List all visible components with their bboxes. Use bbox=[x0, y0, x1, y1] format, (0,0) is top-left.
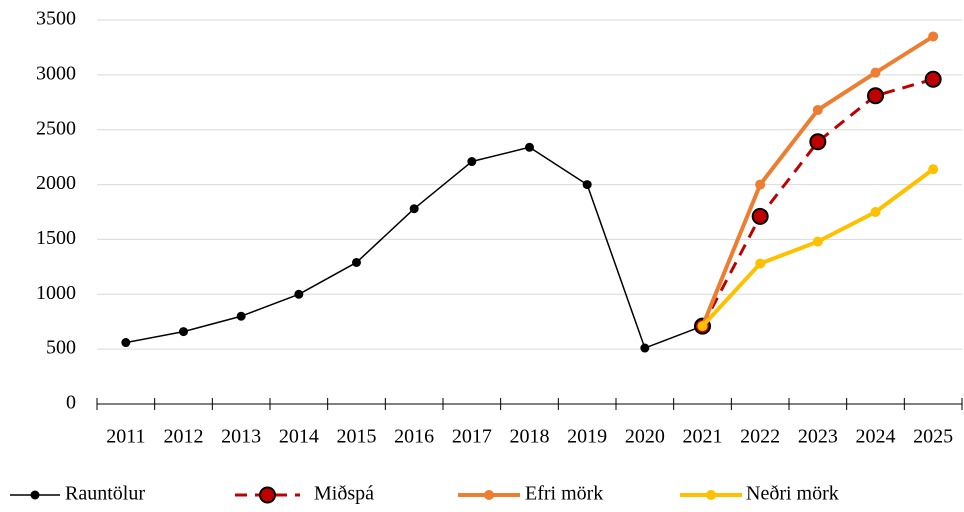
x-tick-label: 2013 bbox=[221, 426, 261, 448]
series-line bbox=[701, 167, 935, 328]
x-tick-label: 2014 bbox=[279, 426, 319, 448]
marker bbox=[697, 321, 708, 332]
x-tick-label: 2015 bbox=[337, 426, 377, 448]
x-tick-label: 2011 bbox=[106, 426, 145, 448]
x-tick-label: 2012 bbox=[164, 426, 204, 448]
y-tick-label: 3000 bbox=[36, 62, 76, 84]
marker bbox=[121, 338, 131, 348]
y-tick-label: 1000 bbox=[36, 282, 76, 304]
marker bbox=[525, 142, 534, 152]
y-tick-label: 1500 bbox=[36, 227, 76, 249]
x-tick-label: 2022 bbox=[740, 426, 780, 448]
x-tick-label: 2017 bbox=[452, 426, 492, 448]
legend-marker bbox=[30, 490, 40, 500]
legend-marker bbox=[259, 486, 276, 504]
legend-marker bbox=[706, 490, 716, 500]
x-tick-label: 2023 bbox=[798, 426, 838, 448]
marker bbox=[928, 31, 939, 42]
marker bbox=[751, 207, 769, 225]
y-tick-label: 500 bbox=[46, 337, 76, 359]
x-tick-label: 2020 bbox=[625, 426, 665, 448]
y-tick-label: 3500 bbox=[36, 8, 76, 30]
marker bbox=[294, 289, 304, 299]
x-tick-label: 2024 bbox=[856, 426, 896, 448]
x-tick-label: 2016 bbox=[394, 426, 434, 448]
x-tick-label: 2019 bbox=[567, 426, 607, 448]
legend-label: Neðri mörk bbox=[746, 483, 839, 505]
legend-label: Efri mörk bbox=[525, 483, 603, 505]
x-tick-label: 2025 bbox=[913, 426, 953, 448]
x-tick-label: 2021 bbox=[683, 426, 723, 448]
marker bbox=[867, 87, 884, 105]
legend-label: Miðspá bbox=[314, 483, 374, 505]
marker bbox=[870, 207, 881, 217]
marker bbox=[467, 157, 477, 167]
marker bbox=[179, 327, 188, 337]
y-tick-label: 0 bbox=[66, 392, 76, 414]
series-line bbox=[700, 34, 935, 327]
marker bbox=[928, 164, 939, 175]
series-line bbox=[125, 146, 703, 349]
marker bbox=[640, 343, 650, 353]
marker bbox=[352, 257, 361, 267]
legend-label: Rauntölur bbox=[65, 483, 145, 505]
y-tick-label: 2000 bbox=[36, 172, 76, 194]
x-tick-label: 2018 bbox=[510, 426, 550, 448]
series-line bbox=[701, 77, 934, 327]
marker bbox=[409, 204, 419, 214]
marker bbox=[870, 67, 881, 78]
marker bbox=[755, 179, 766, 190]
marker bbox=[924, 70, 942, 88]
marker bbox=[812, 236, 823, 247]
marker bbox=[582, 180, 592, 190]
marker bbox=[809, 133, 827, 151]
marker bbox=[755, 258, 766, 269]
marker bbox=[812, 104, 823, 115]
legend-marker bbox=[484, 490, 494, 500]
marker bbox=[236, 311, 246, 321]
y-tick-label: 2500 bbox=[36, 117, 76, 139]
